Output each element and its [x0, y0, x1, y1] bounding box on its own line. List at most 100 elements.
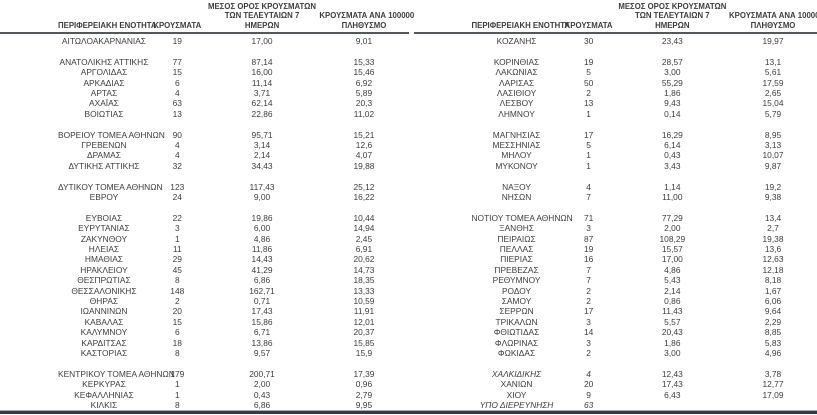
cell-avg7: 2,14 [253, 150, 271, 161]
spacer-cell [0, 46, 409, 56]
table-row: ΑΙΤΩΛΟΑΚΑΡΝΑΝΙΑΣ 19 17,00 9,01 [0, 33, 409, 46]
cell-avg7: 4,86 [664, 264, 681, 275]
cell-avg7: 0,43 [664, 150, 681, 161]
cell-region: ΘΕΣΣΑΛΟΝΙΚΗΣ [71, 285, 137, 296]
cell-avg7: 11,43 [662, 306, 683, 317]
cell-per100k: 2,7 [767, 223, 779, 234]
cell-cases: 7 [586, 191, 591, 202]
table-row: ΜΕΣΣΗΝΙΑΣ 5 6,14 3,13 [414, 140, 817, 150]
cell-cases: 15 [172, 67, 182, 78]
cell-region: ΚΕΡΚΥΡΑΣ [82, 379, 126, 390]
spacer-cell [414, 202, 817, 212]
cell-cases: 20 [583, 379, 594, 390]
cell-cases: 13 [583, 98, 594, 109]
cell-per100k: 11,91 [353, 306, 375, 317]
spacer-row [414, 202, 817, 212]
cell-cases: 24 [172, 191, 182, 202]
cell-per100k: 9,87 [764, 160, 782, 171]
cell-avg7: 162,71 [249, 285, 275, 296]
column-header-cases: ΚΡΟΥΣΜΑΤΑ [149, 2, 205, 34]
header-line: ΚΡΟΥΣΜΑΤΑ ΑΝΑ 100000 [729, 11, 817, 21]
cell-cases: 13 [172, 108, 182, 119]
table-row: ΡΕΘΥΜΝΟΥ 7 5,43 8,18 [414, 275, 817, 285]
cell-per100k: 9,95 [355, 400, 373, 411]
cell-region: ΚΟΡΙΝΘΙΑΣ [493, 56, 540, 67]
cell-per100k: 5,89 [355, 87, 373, 98]
cell-cases: 4 [174, 87, 180, 98]
cell-cases: 1 [586, 108, 591, 119]
cell-per100k: 14,94 [353, 223, 375, 234]
cell-avg7: 62,14 [251, 98, 273, 109]
cell-cases: 71 [583, 212, 594, 223]
cell-cases: 16 [583, 254, 594, 265]
cell-avg7: 11,86 [251, 243, 273, 254]
cell-cases: 14 [583, 327, 594, 338]
cell-region: ΔΥΤΙΚΗΣ ΑΤΤΙΚΗΣ [68, 160, 140, 171]
cell-avg7: 6,86 [253, 275, 271, 286]
spacer-cell [0, 171, 409, 181]
table-row: ΚΙΛΚΙΣ 8 6,86 9,95 [0, 400, 409, 410]
table-body-left: ΑΙΤΩΛΟΑΚΑΡΝΑΝΙΑΣ 19 17,00 9,01 ΑΝΑΤΟΛΙΚΗΣ ΑΤ… [0, 33, 409, 411]
table-row: ΚΑΣΤΟΡΙΑΣ 8 9,57 15,9 [0, 348, 409, 358]
cell-per100k: 2,65 [764, 87, 782, 98]
cell-avg7: 6,86 [253, 400, 271, 411]
table-row: ΛΗΜΝΟΥ 1 0,14 5,79 [414, 109, 817, 119]
cell-per100k: 3,78 [764, 368, 782, 379]
cell-cases: 3 [174, 223, 180, 234]
cell-region: ΔΥΤΙΚΟΥ ΤΟΜΕΑ ΑΘΗΝΩΝ [58, 181, 163, 192]
cell-region: ΧΑΛΚΙΔΙΚΗΣ [491, 368, 542, 379]
cell-cases: 17 [583, 306, 594, 317]
cell-region: ΚΑΛΥΜΝΟΥ [80, 327, 128, 338]
cell-region: ΕΥΡΥΤΑΝΙΑΣ [78, 223, 130, 234]
cell-per100k: 25,12 [353, 181, 375, 192]
cell-cases: 7 [586, 275, 591, 286]
cell-cases: 7 [586, 264, 591, 275]
table-row: ΚΑΒΑΛΑΣ 15 15,86 12,01 [0, 317, 409, 327]
cell-avg7: 19,86 [251, 212, 273, 223]
column-header-region: ΠΕΡΙΦΕΡΕΙΑΚΗ ΕΝΟΤΗΤΑ [413, 2, 570, 34]
cell-avg7: 1,86 [664, 87, 681, 98]
spacer-cell [414, 119, 817, 129]
cell-per100k: 4,96 [764, 348, 782, 359]
cell-per100k: 9,01 [355, 35, 373, 46]
cell-region: ΛΑΚΩΝΙΑΣ [495, 67, 538, 78]
cell-per100k: 13,4 [764, 212, 782, 223]
spacer-row [414, 119, 817, 129]
cell-region: ΚΑΣΤΟΡΙΑΣ [80, 348, 128, 359]
cell-region: ΑΡΤΑΣ [90, 87, 118, 98]
cell-per100k: 17,59 [762, 77, 784, 88]
cell-cases: 32 [172, 160, 182, 171]
cell-per100k: 17,09 [762, 389, 784, 400]
cell-region: ΣΕΡΡΩΝ [499, 306, 534, 317]
cell-cases: 3 [586, 337, 591, 348]
cell-per100k: 12,01 [353, 316, 375, 327]
cell-cases: 20 [172, 306, 182, 317]
table-row: ΒΟΡΕΙΟΥ ΤΟΜΕΑ ΑΘΗΝΩΝ 90 95,71 15,21 [0, 130, 409, 140]
cell-region: ΚΑΡΔΙΤΣΑΣ [81, 337, 127, 348]
cell-cases: 8 [174, 275, 180, 286]
cell-avg7: 17,00 [661, 254, 683, 265]
cell-avg7: 6,43 [664, 389, 681, 400]
cell-region: ΦΘΙΩΤΙΔΑΣ [493, 327, 540, 338]
cell-cases: 19 [172, 35, 182, 46]
cell-per100k: 6,06 [764, 295, 782, 306]
cell-per100k: 10,59 [353, 295, 375, 306]
cell-cases: 6 [174, 77, 180, 88]
cell-cases: 11 [172, 243, 182, 254]
cell-avg7: 0,86 [664, 295, 681, 306]
spacer-cell [414, 171, 817, 181]
cell-avg7: 77,29 [661, 212, 683, 223]
cell-per100k: 19,88 [353, 160, 375, 171]
column-header-avg7: ΜΕΣΟΣ ΟΡΟΣ ΚΡΟΥΣΜΑΤΩΝ ΤΩΝ ΤΕΛΕΥΤΑΙΩΝ 7 Η… [204, 2, 320, 34]
table-row: ΜΗΛΟΥ 1 0,43 10,07 [414, 150, 817, 160]
table-row: ΘΗΡΑΣ 2 0,71 10,59 [0, 296, 409, 306]
regional-table-right: ΠΕΡΙΦΕΡΕΙΑΚΗ ΕΝΟΤΗΤΑ ΚΡΟΥΣΜΑΤΑ ΜΕΣΟΣ ΟΡΟ… [409, 2, 817, 410]
cell-per100k: 14,73 [353, 264, 375, 275]
spacer-row [0, 202, 409, 212]
cell-per100k: 2,45 [355, 233, 373, 244]
cell-avg7: 41,29 [251, 264, 273, 275]
cell-per100k: 6,92 [355, 77, 373, 88]
cell-per100k: 8,85 [764, 327, 782, 338]
table-row: ΧΙΟΥ 9 6,43 17,09 [414, 390, 817, 400]
